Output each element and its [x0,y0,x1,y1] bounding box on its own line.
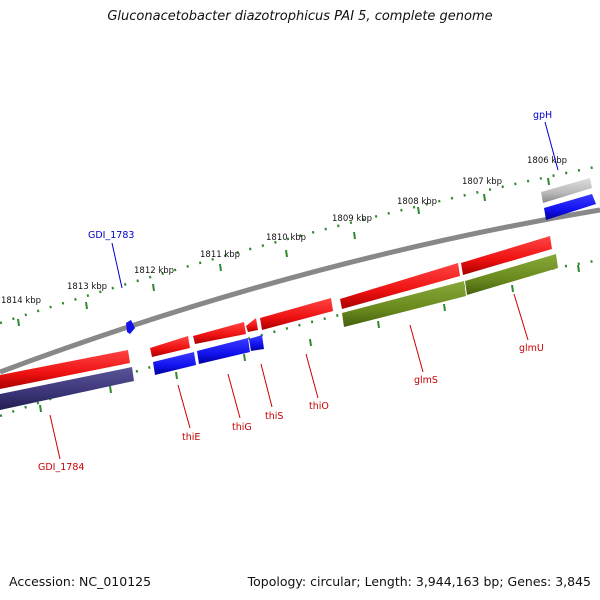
thiO-leader [305,353,319,399]
feature-blue [197,338,250,364]
gene-label-GDI_1784[interactable]: GDI_1784 [38,462,84,473]
tick-label: 1809 kbp [332,214,372,224]
GDI_1783-leader [111,242,123,289]
feature-olive [465,254,558,295]
tick-label: 1806 kbp [527,156,567,166]
glmS-leader [409,324,424,373]
gene-label-gpH[interactable]: gpH [533,110,552,121]
tick-label: 1814 kbp [1,296,41,306]
tick-label: 1812 kbp [134,266,174,276]
feature-red [246,318,258,332]
feature-blue [153,352,196,375]
gene-label-GDI_1783[interactable]: GDI_1783 [88,230,134,241]
thiS-leader [260,363,273,408]
feature-red [340,263,460,309]
inner-major-ticks [39,264,580,413]
thiG-leader [227,373,241,419]
feature-blue [249,335,264,351]
accession-text: Accession: NC_010125 [9,574,152,589]
chromosome-backbone [0,207,600,375]
outer-major-ticks [17,177,550,327]
tick-label: 1808 kbp [397,197,437,207]
feature-GDI_1783[interactable] [126,320,135,334]
glmU-leader [513,293,529,341]
feature-red [150,336,190,357]
feature-grey [541,178,592,203]
tick-label: 1810 kbp [266,233,306,243]
gpH-leader [544,121,559,171]
feature-gpH[interactable] [544,194,596,220]
feature-red [260,298,333,330]
inner-tick-ruler [0,258,600,418]
gene-label-thiS[interactable]: thiS [265,411,283,422]
gene-label-glmS[interactable]: glmS [414,375,438,386]
genome-summary-text: Topology: circular; Length: 3,944,163 bp… [247,574,591,589]
gene-label-thiO[interactable]: thiO [309,401,329,412]
gene-label-thiG[interactable]: thiG [232,422,252,433]
gene-label-thiE[interactable]: thiE [182,432,200,443]
tick-label: 1811 kbp [200,250,240,260]
tick-label: 1813 kbp [67,282,107,292]
genome-title: Gluconacetobacter diazotrophicus PAI 5, … [107,9,493,24]
tick-label: 1807 kbp [462,177,502,187]
gene-label-glmU[interactable]: glmU [519,343,544,354]
feature-red [193,322,246,344]
feature-red [461,236,552,275]
GDI_1784-leader [49,414,61,460]
feature-olive [342,281,466,327]
feature-GDI_1784[interactable] [0,350,130,389]
feature-navy [0,367,134,410]
outer-tick-ruler [0,164,600,325]
thiE-leader [177,384,191,429]
